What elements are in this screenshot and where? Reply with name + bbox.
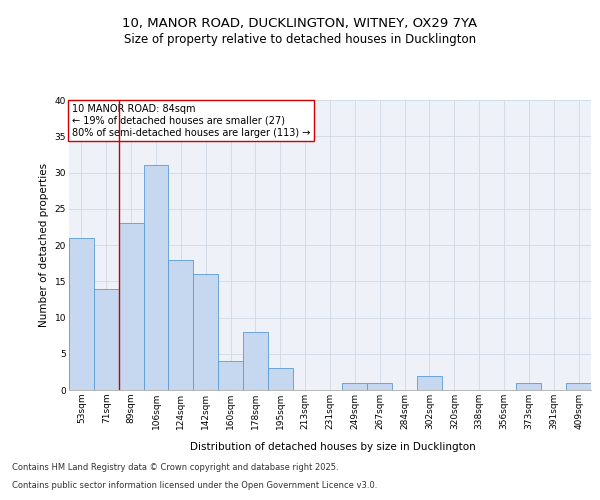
Text: Contains HM Land Registry data © Crown copyright and database right 2025.: Contains HM Land Registry data © Crown c… [12,464,338,472]
Text: 10 MANOR ROAD: 84sqm
← 19% of detached houses are smaller (27)
80% of semi-detac: 10 MANOR ROAD: 84sqm ← 19% of detached h… [71,104,310,138]
Text: 10, MANOR ROAD, DUCKLINGTON, WITNEY, OX29 7YA: 10, MANOR ROAD, DUCKLINGTON, WITNEY, OX2… [122,18,478,30]
Bar [69,238,94,390]
Bar [517,383,541,390]
Bar [143,165,169,390]
Bar [343,383,367,390]
Bar [268,368,293,390]
Bar [417,376,442,390]
Bar [218,361,243,390]
Bar [94,288,119,390]
Bar [193,274,218,390]
Bar [243,332,268,390]
Text: Contains public sector information licensed under the Open Government Licence v3: Contains public sector information licen… [12,481,377,490]
Bar [367,383,392,390]
Text: Size of property relative to detached houses in Ducklington: Size of property relative to detached ho… [124,32,476,46]
Bar [566,383,591,390]
Text: Distribution of detached houses by size in Ducklington: Distribution of detached houses by size … [190,442,476,452]
Bar [119,223,143,390]
Bar [169,260,193,390]
Y-axis label: Number of detached properties: Number of detached properties [39,163,49,327]
